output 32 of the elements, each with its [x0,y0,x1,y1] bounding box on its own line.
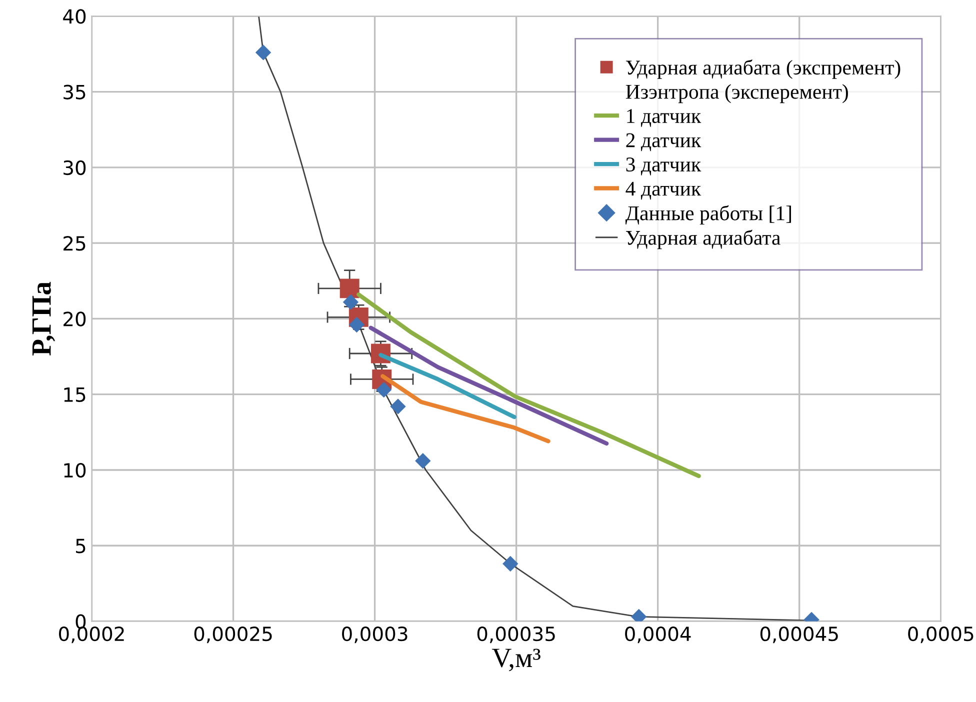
y-tick-label: 35 [64,84,86,100]
x-tick-label: 0,0004 [625,626,691,644]
x-tick-label: 0,00045 [760,626,838,644]
legend-label: Ударная адиабата (экспремент) [626,60,900,79]
legend-label: 4 датчик [626,182,702,200]
y-axis-title: P,ГПа [32,282,55,356]
annotation: Изэнтропа (эксперемент) [626,84,848,104]
x-tick-label: 0,0005 [908,626,974,644]
legend-label: Данные работы [1] [625,205,791,225]
y-tick-label: 30 [64,160,86,176]
legend-label: Ударная адиабата [626,230,780,250]
point [340,278,360,298]
y-tick-label: 40 [63,9,86,24]
x-axis-title: V,м³ [492,648,540,672]
x-tick-label: 0,00035 [477,626,555,644]
legend-label: 3 датчик [626,158,702,176]
x-tick-label: 0,0003 [342,626,408,644]
x-tick-label: 0,0002 [59,626,124,644]
legend-label: 1 датчик [627,109,702,127]
y-tick-label: 10 [64,462,86,478]
point [376,382,392,398]
y-tick-label: 25 [64,236,86,251]
legend-label: 2 датчик [626,133,702,152]
x-tick-label: 0,00025 [194,626,272,644]
point [390,398,406,414]
point [502,556,518,572]
y-tick-label: 15 [64,388,86,402]
point [256,44,271,60]
point [415,453,430,468]
y-tick-label: 20 [64,312,86,326]
y-tick-label: 5 [76,538,86,554]
line-series [368,326,609,446]
